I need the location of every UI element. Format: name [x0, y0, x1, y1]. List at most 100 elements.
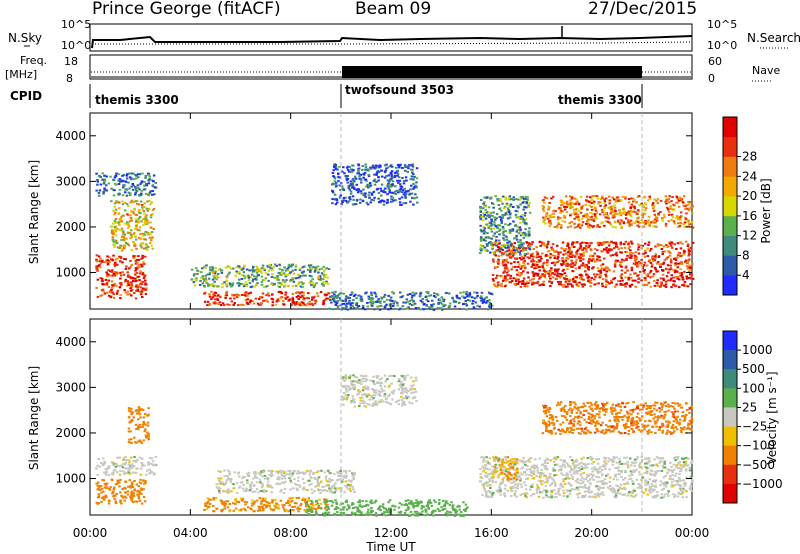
scatter-cell: [536, 282, 539, 285]
scatter-cell: [111, 269, 114, 272]
scatter-cell: [561, 219, 564, 222]
scatter-cell: [339, 490, 343, 493]
scatter-cell: [447, 306, 451, 309]
scatter-cell: [267, 469, 271, 472]
scatter-cell: [297, 476, 300, 479]
scatter-cell: [111, 259, 114, 262]
scatter-cell: [149, 216, 153, 219]
scatter-cell: [468, 293, 472, 296]
scatter-cell: [114, 174, 117, 177]
scatter-cell: [516, 282, 520, 285]
scatter-cell: [339, 189, 342, 191]
scatter-cell: [559, 209, 563, 212]
scatter-cell: [678, 286, 681, 289]
scatter-cell: [520, 243, 523, 246]
scatter-cell: [257, 505, 260, 508]
scatter-cell: [123, 222, 127, 225]
scatter-cell: [546, 255, 550, 257]
scatter-cell: [378, 305, 381, 308]
scatter-cell: [643, 261, 647, 264]
scatter-cell: [102, 498, 106, 501]
scatter-cell: [404, 196, 407, 199]
scatter-cell: [127, 485, 130, 488]
scatter-cell: [553, 226, 557, 228]
scatter-cell: [592, 266, 595, 269]
scatter-cell: [551, 254, 555, 257]
scatter-cell: [454, 511, 458, 514]
scatter-cell: [273, 276, 276, 279]
scatter-cell: [516, 273, 519, 276]
scatter-cell: [260, 470, 263, 473]
scatter-cell: [434, 296, 437, 299]
scatter-cell: [117, 480, 120, 482]
scatter-cell: [673, 222, 676, 225]
scatter-cell: [482, 204, 486, 207]
scatter-cell: [503, 270, 506, 273]
scatter-cell: [492, 203, 495, 206]
scatter-cell: [660, 283, 663, 286]
scatter-cell: [148, 472, 151, 475]
scatter-cell: [518, 274, 521, 277]
scatter-cell: [228, 282, 232, 285]
scatter-cell: [345, 396, 349, 399]
scatter-cell: [214, 496, 218, 499]
scatter-cell: [566, 226, 570, 229]
scatter-cell: [285, 279, 288, 282]
scatter-cell: [383, 395, 386, 398]
scatter-cell: [348, 470, 351, 472]
scatter-cell: [499, 197, 502, 200]
scatter-cell: [373, 391, 376, 393]
scatter-cell: [249, 286, 253, 289]
scatter-cell: [98, 189, 102, 192]
scatter-cell: [383, 385, 387, 388]
scatter-cell: [659, 244, 663, 247]
scatter-cell: [347, 479, 351, 482]
scatter-cell: [104, 483, 108, 486]
scatter-cell: [123, 233, 127, 236]
scatter-cell: [147, 433, 150, 435]
scatter-cell: [339, 292, 343, 295]
scatter-cell: [372, 166, 375, 169]
scatter-cell: [206, 500, 210, 503]
scatter-cell: [251, 499, 254, 502]
scatter-cell: [350, 479, 353, 482]
scatter-cell: [96, 178, 99, 181]
scatter-cell: [108, 500, 111, 503]
scatter-cell: [110, 280, 114, 283]
scatter-cell: [586, 242, 589, 245]
scatter-cell: [279, 499, 283, 502]
scatter-cell: [139, 270, 142, 273]
scatter-cell: [95, 482, 98, 485]
scatter-cell: [567, 249, 571, 251]
scatter-cell: [101, 283, 105, 286]
scatter-cell: [592, 258, 595, 261]
scatter-cell: [138, 272, 142, 275]
scatter-cell: [508, 256, 512, 259]
scatter-cell: [134, 410, 138, 413]
scatter-cell: [257, 274, 260, 277]
scatter-cell: [251, 280, 254, 283]
scatter-cell: [497, 224, 501, 227]
scatter-cell: [360, 192, 363, 195]
scatter-cell: [284, 269, 288, 272]
scatter-cell: [600, 208, 604, 211]
nave-label: Nave: [752, 64, 780, 77]
scatter-cell: [125, 284, 129, 287]
scatter-cell: [228, 473, 231, 475]
scatter-cell: [636, 274, 639, 277]
scatter-cell: [259, 473, 262, 476]
scatter-cell: [388, 183, 391, 186]
scatter-cell: [605, 270, 608, 273]
scatter-cell: [291, 277, 294, 279]
scatter-cell: [562, 247, 565, 250]
scatter-cell: [240, 481, 244, 484]
scatter-cell: [516, 206, 520, 209]
scatter-cell: [379, 394, 382, 397]
scatter-cell: [121, 174, 124, 177]
scatter-cell: [509, 222, 512, 225]
scatter-cell: [568, 280, 571, 283]
scatter-cell: [115, 462, 118, 465]
scatter-cell: [129, 193, 132, 196]
scatter-cell: [328, 490, 332, 493]
scatter-cell: [226, 475, 230, 478]
